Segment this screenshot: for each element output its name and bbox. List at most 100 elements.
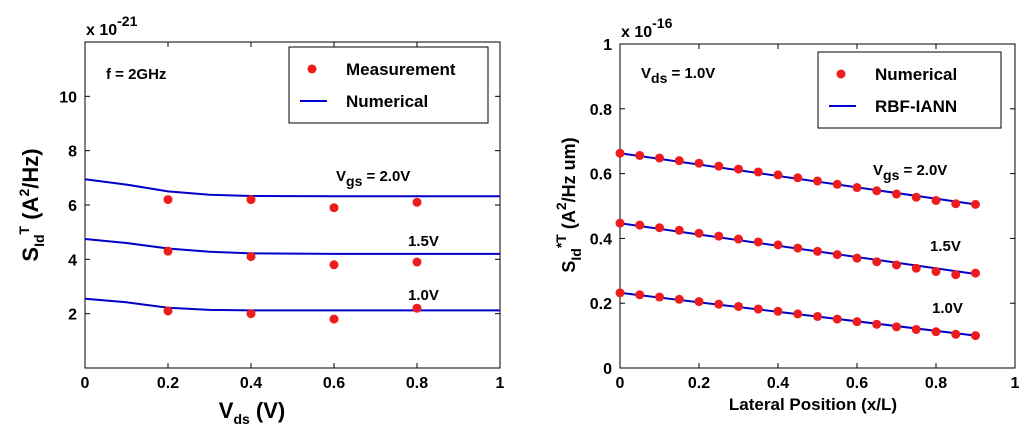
x-tick-label: 0.4 <box>240 375 262 392</box>
curve-label: Vgs = 2.0V <box>336 168 410 189</box>
data-point <box>163 306 173 316</box>
data-point <box>246 309 256 319</box>
data-point <box>615 288 625 298</box>
data-point <box>694 228 704 238</box>
x-tick-label: 0.2 <box>688 375 710 392</box>
series-line <box>84 238 500 255</box>
data-point <box>852 253 862 263</box>
y-tick-label: 0.2 <box>590 296 612 313</box>
legend-marker <box>836 69 846 79</box>
x-axis-label: Vds (V) <box>219 398 285 427</box>
data-point <box>246 252 256 262</box>
data-point <box>163 246 173 256</box>
chart-panel-2: 0 0.2 0.4 0.6 0.8 1 0 0.2 0.4 0.6 0.8 1 x 10-16 SId*T… <box>553 15 1020 414</box>
data-point <box>674 225 684 235</box>
x-tick-label: 0.6 <box>323 375 345 392</box>
data-point <box>971 199 980 209</box>
x-tick-label: 0.2 <box>157 375 179 392</box>
y-tick-label: 8 <box>68 144 77 161</box>
data-point <box>753 304 763 314</box>
data-point <box>773 306 783 316</box>
data-point <box>892 322 901 332</box>
data-point <box>329 260 339 270</box>
data-point <box>412 303 422 313</box>
chart-panel-1: 0 0.2 0.4 0.6 0.8 1 2 4 6 8 10 x 10-21 SIdT (A2/Hz) V… <box>16 13 505 427</box>
series-line <box>84 297 500 312</box>
series-line <box>84 178 500 198</box>
data-point <box>412 257 422 267</box>
data-point <box>615 148 625 158</box>
data-point <box>892 189 901 199</box>
curve-label: 1.0V <box>932 300 963 317</box>
data-point <box>911 263 921 273</box>
legend-label: Numerical <box>875 65 957 84</box>
data-point <box>971 331 980 341</box>
legend: Numerical RBF-IANN <box>817 51 1002 129</box>
data-point <box>852 317 862 327</box>
data-point <box>951 270 961 280</box>
data-point <box>655 223 664 233</box>
data-point <box>832 314 842 324</box>
data-point <box>832 250 842 260</box>
y-tick-label: 6 <box>68 198 77 215</box>
data-point <box>931 327 941 337</box>
curve-label: 1.5V <box>930 238 961 255</box>
y-tick-label: 2 <box>68 307 77 324</box>
y-tick-label: 4 <box>68 252 77 269</box>
data-point <box>832 179 842 189</box>
y-tick-label: 1 <box>603 37 612 54</box>
data-point <box>734 301 743 311</box>
y-tick-label: 10 <box>59 89 77 106</box>
data-point <box>635 290 645 300</box>
data-point <box>911 324 921 334</box>
axis-exponent: x 10-21 <box>86 13 138 39</box>
data-point <box>892 260 901 270</box>
x-tick-label: 0.6 <box>846 375 868 392</box>
x-tick-label: 1 <box>1011 375 1020 392</box>
legend: Measurement Numerical <box>288 46 489 124</box>
data-point <box>246 195 256 205</box>
data-point <box>714 299 724 309</box>
data-point <box>412 197 422 207</box>
axis-exponent: x 10-16 <box>621 15 673 41</box>
data-point <box>655 292 664 302</box>
data-point <box>329 314 339 324</box>
curve-label: 1.5V <box>408 233 439 250</box>
y-tick-label: 0.6 <box>590 167 612 184</box>
x-tick-label: 0.8 <box>925 375 947 392</box>
y-axis-label: SId*T (A2/Hz um) <box>553 137 584 272</box>
x-tick-label: 0 <box>81 375 90 392</box>
x-tick-label: 1 <box>496 375 505 392</box>
legend-box <box>817 51 1002 129</box>
y-tick-label: 0 <box>603 361 612 378</box>
data-point <box>163 195 173 205</box>
data-point <box>635 220 645 230</box>
data-point <box>635 150 645 160</box>
data-point <box>793 173 803 183</box>
legend-box <box>288 46 489 124</box>
data-point <box>674 294 684 304</box>
legend-label: RBF-IANN <box>875 97 957 116</box>
data-point <box>813 246 822 256</box>
data-point <box>951 199 961 209</box>
data-point <box>852 183 862 193</box>
plot-frame <box>619 43 1016 369</box>
data-point <box>872 319 882 329</box>
data-point <box>931 195 941 205</box>
x-tick-label: 0.8 <box>406 375 428 392</box>
data-point <box>773 170 783 180</box>
data-point <box>674 156 684 166</box>
data-point <box>753 167 763 177</box>
legend-label: Numerical <box>346 92 428 111</box>
data-point <box>872 186 882 196</box>
data-point <box>734 164 743 174</box>
data-point <box>714 231 724 241</box>
y-tick-label: 0.8 <box>590 102 612 119</box>
data-point <box>753 237 763 247</box>
data-point <box>655 153 664 163</box>
x-tick-label: 0.4 <box>767 375 789 392</box>
data-point <box>951 329 961 339</box>
x-tick-label: 0 <box>616 375 625 392</box>
data-point <box>813 311 822 321</box>
